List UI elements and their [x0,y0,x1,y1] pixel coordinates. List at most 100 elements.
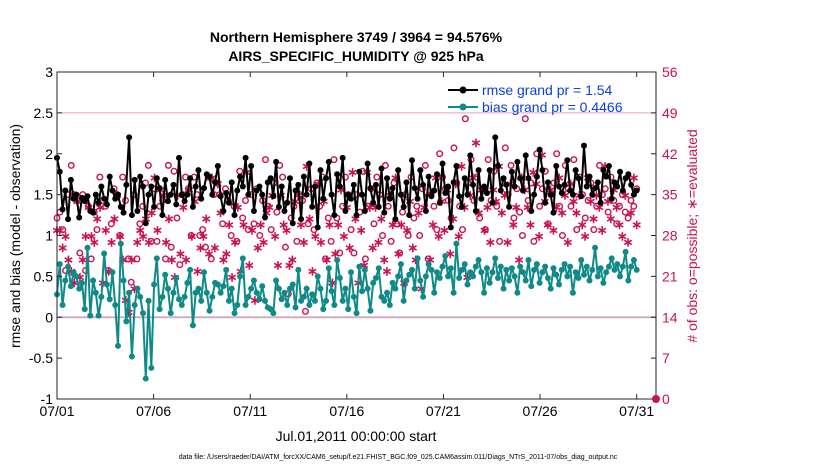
rmse-point [556,183,563,190]
obs-evaluated-point: ∗ [580,229,591,244]
obs-possible-point [267,226,275,234]
bias-point [558,266,565,273]
obs-evaluated-point: ∗ [192,264,203,279]
obs-evaluated-point: ∗ [534,229,545,244]
rmse-point [575,175,582,182]
bias-point [156,306,163,313]
bias-point [553,271,560,278]
obs-evaluated-point: ∗ [238,217,249,232]
obs-evaluated-point: ∗ [57,240,68,255]
x-axis-label: Jul.01,2011 00:00:00 start [276,428,437,444]
obs-evaluated-point: ∗ [215,205,226,220]
bias-point [103,281,110,288]
y-tick-label: 0 [45,309,53,325]
obs-evaluated-point: ∗ [479,223,490,238]
rmse-point [195,167,202,174]
rmse-point [214,163,221,170]
obs-evaluated-point: ∗ [227,269,238,284]
bias-point [167,310,174,317]
rmse-point [511,183,518,190]
obs-evaluated-point: ∗ [89,234,100,249]
bias-point [87,312,94,319]
bias-point [248,285,255,292]
obs-possible-point [144,161,152,169]
bias-point [472,263,479,270]
bias-point [237,273,244,280]
bias-point [400,297,407,304]
y-axis-label: rmse and bias (model - observation) [7,124,23,348]
rmse-point [65,216,72,223]
rmse-point [425,173,432,180]
bias-point [145,297,152,304]
bias-point [625,277,632,284]
obs-evaluated-point: ∗ [439,223,450,238]
rmse-point [256,183,263,190]
obs-possible-point [116,231,124,239]
obs-possible-point [433,226,441,234]
obs-possible-point [370,220,378,228]
bias-point [128,353,135,360]
obs-evaluated-point: ∗ [287,252,298,267]
bias-point [95,312,102,319]
x-tick-label: 07/26 [523,403,558,419]
rmse-point [578,193,585,200]
bias-point [195,285,202,292]
bias-point [275,285,282,292]
obs-evaluated-point: ∗ [77,252,88,267]
rmse-point [603,173,610,180]
bias-point [101,250,108,257]
rmse-point [406,212,413,219]
obs-possible-point [416,231,424,239]
bias-point [278,296,285,303]
bias-point [239,255,246,262]
obs-evaluated-point: ∗ [281,223,292,238]
bias-point [359,288,366,295]
obs-possible-point [76,249,84,257]
obs-evaluated-point: ∗ [548,223,559,238]
rmse-point [137,173,144,180]
bias-point [331,301,338,308]
bias-point [134,285,141,292]
rmse-point [248,163,255,170]
obs-evaluated-point: ∗ [189,193,200,208]
bias-point [367,307,374,314]
obs-evaluated-point: ∗ [407,240,418,255]
rmse-point [76,214,83,221]
obs-evaluated-point: ∗ [293,188,304,203]
x-tick-label: 07/01 [39,403,74,419]
bias-point [256,296,263,303]
rmse-point [328,191,335,198]
obs-evaluated-point: ∗ [163,211,174,226]
bias-point [317,285,324,292]
bias-point [417,277,424,284]
obs-possible-point [410,214,418,222]
obs-possible-point [573,226,581,234]
obs-possible-point [341,173,349,181]
bias-point [273,277,280,284]
bias-point [392,285,399,292]
obs-evaluated-point: ∗ [298,234,309,249]
obs-possible-point [570,156,578,164]
obs-evaluated-point: ∗ [603,193,614,208]
rmse-point [209,191,216,198]
obs-possible-point [196,231,204,239]
obs-evaluated-point: ∗ [528,164,539,179]
bias-point [142,375,149,382]
obs-evaluated-point: ∗ [545,182,556,197]
bias-point [439,263,446,270]
obs-evaluated-point: ∗ [359,258,370,273]
rmse-point [472,207,479,214]
bias-point [478,269,485,276]
obs-evaluated-point: ∗ [551,199,562,214]
rmse-point [608,195,615,202]
rmse-point [292,187,299,194]
legend-bias-marker [459,103,467,111]
bias-point [339,297,346,304]
rmse-point [115,191,122,198]
y-right-tick-label: 14 [662,309,678,325]
bias-point [492,255,499,262]
bias-point [320,306,327,313]
rmse-point [478,195,485,202]
bias-point [622,248,629,255]
bias-point [162,271,169,278]
